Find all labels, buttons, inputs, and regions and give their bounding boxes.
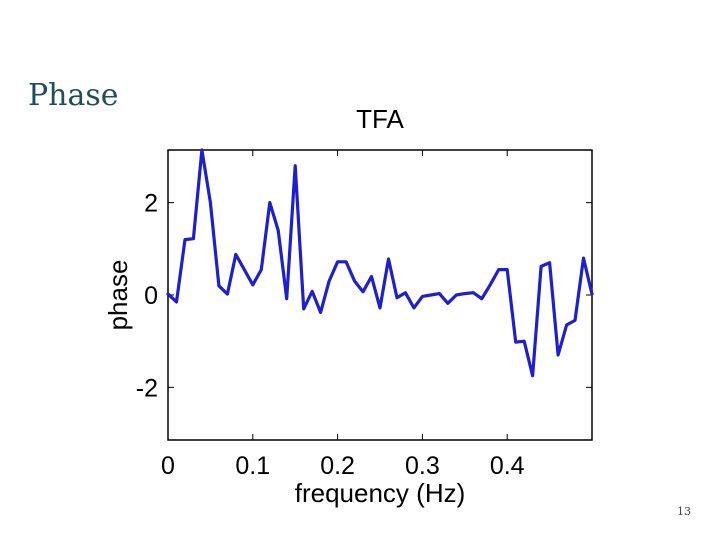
chart-title: TFA (356, 104, 404, 134)
y-ticks: -2 0 2 (136, 190, 592, 402)
slide-title: Phase (28, 78, 119, 113)
y-tick-label: 0 (144, 282, 158, 310)
x-ticks: 0 0.1 0.2 0.3 0.4 (161, 150, 525, 480)
x-tick-label: 0 (161, 452, 175, 480)
x-tick-label: 0.3 (405, 452, 440, 480)
x-tick-label: 0.4 (490, 452, 525, 480)
y-axis-label: phase (103, 260, 133, 331)
phase-series-line (166, 148, 594, 378)
x-tick-label: 0.2 (320, 452, 355, 480)
x-axis-label: frequency (Hz) (295, 478, 466, 508)
plot-frame (167, 149, 593, 441)
y-tick-label: 2 (144, 190, 158, 218)
slide-number: 13 (677, 505, 691, 518)
y-tick-label: -2 (136, 374, 158, 402)
x-tick-label: 0.1 (235, 452, 270, 480)
